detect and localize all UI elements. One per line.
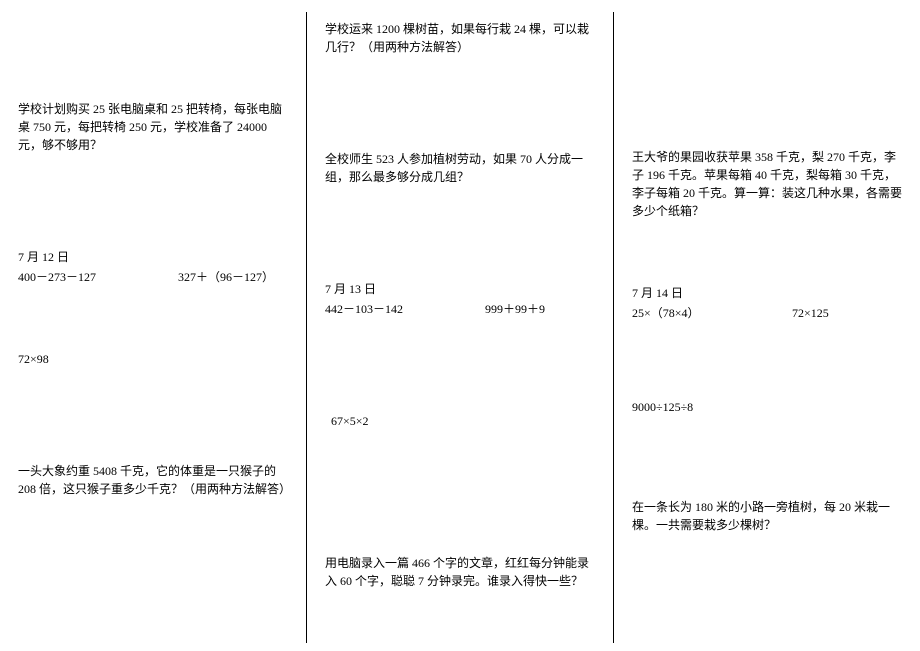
c1-eq2: 72×98 — [18, 350, 288, 368]
c3-eq2: 9000÷125÷8 — [632, 398, 902, 416]
c2-eq2: 67×5×2 — [325, 412, 595, 430]
column-2: 学校运来 1200 棵树苗，如果每行栽 24 棵，可以栽几行？（用两种方法解答）… — [307, 0, 613, 651]
c2-eq1b: 999＋99＋9 — [485, 300, 545, 318]
c3-eq-row1: 25×（78×4） 72×125 — [632, 304, 902, 322]
c1-problem1: 学校计划购买 25 张电脑桌和 25 把转椅，每张电脑桌 750 元，每把转椅 … — [18, 100, 288, 154]
c3-problem2: 在一条长为 180 米的小路一旁植树，每 20 米栽一棵。一共需要栽多少棵树？ — [632, 498, 902, 534]
column-3: 王大爷的果园收获苹果 358 千克，梨 270 千克，李子 196 千克。苹果每… — [614, 0, 920, 651]
c1-eq-row1: 400－273－127 327＋（96－127） — [18, 268, 288, 286]
c1-date: 7 月 12 日 — [18, 248, 288, 266]
c3-problem1: 王大爷的果园收获苹果 358 千克，梨 270 千克，李子 196 千克。苹果每… — [632, 148, 902, 220]
c3-eq1a: 25×（78×4） — [632, 304, 792, 322]
c2-date: 7 月 13 日 — [325, 280, 595, 298]
c1-eq1b: 327＋（96－127） — [178, 268, 274, 286]
c2-problem3: 用电脑录入一篇 466 个字的文章，红红每分钟能录入 60 个字，聪聪 7 分钟… — [325, 554, 595, 590]
page: 学校计划购买 25 张电脑桌和 25 把转椅，每张电脑桌 750 元，每把转椅 … — [0, 0, 920, 651]
c1-problem2: 一头大象约重 5408 千克，它的体重是一只猴子的208 倍，这只猴子重多少千克… — [18, 462, 288, 498]
column-1: 学校计划购买 25 张电脑桌和 25 把转椅，每张电脑桌 750 元，每把转椅 … — [0, 0, 306, 651]
c2-eq1a: 442－103－142 — [325, 300, 485, 318]
c2-problem2: 全校师生 523 人参加植树劳动，如果 70 人分成一组，那么最多够分成几组？ — [325, 150, 595, 186]
c2-eq-row1: 442－103－142 999＋99＋9 — [325, 300, 595, 318]
c3-eq1b: 72×125 — [792, 304, 829, 322]
c3-date: 7 月 14 日 — [632, 284, 902, 302]
c2-problem1: 学校运来 1200 棵树苗，如果每行栽 24 棵，可以栽几行？（用两种方法解答） — [325, 20, 595, 56]
c1-eq1a: 400－273－127 — [18, 268, 178, 286]
